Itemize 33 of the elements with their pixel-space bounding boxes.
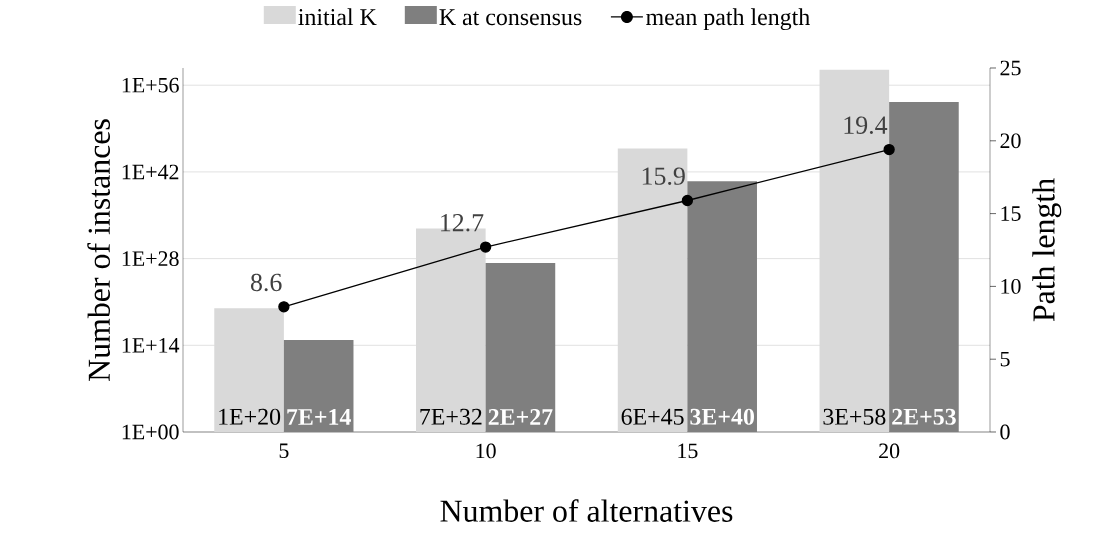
y2-tick-label: 5 <box>1000 351 1010 367</box>
y-tick-label: 1E+42 <box>122 164 179 180</box>
data-label: 2E+27 <box>488 408 553 425</box>
data-label: 7E+32 <box>420 408 482 425</box>
data-label: 8.6 <box>250 273 282 292</box>
x-axis-title: Number of alternatives <box>440 499 733 522</box>
x-tick-label: 5 <box>279 443 289 459</box>
data-label: 3E+58 <box>823 408 886 425</box>
legend-label: mean path length <box>646 8 810 31</box>
data-label: 3E+40 <box>690 408 754 425</box>
data-label: 15.9 <box>642 167 685 185</box>
y-tick-label: 1E+14 <box>122 338 180 353</box>
data-label: 6E+45 <box>621 408 684 425</box>
x-tick-label: 20 <box>879 443 900 459</box>
data-label: 19.4 <box>844 116 888 134</box>
y2-tick-label: 10 <box>1001 279 1021 294</box>
y2-tick-label: 25 <box>1000 60 1021 76</box>
y-tick-label: 1E+00 <box>122 424 179 440</box>
x-tick-label: 15 <box>678 443 698 459</box>
y2-tick-label: 15 <box>1001 206 1021 221</box>
data-label: 12.7 <box>441 214 484 232</box>
y-tick-label: 1E+28 <box>122 251 179 266</box>
legend-label: initial K <box>298 8 377 26</box>
y2-tick-label: 0 <box>1000 424 1010 440</box>
y2-tick-label: 20 <box>1000 133 1021 149</box>
x-tick-label: 10 <box>476 443 496 459</box>
y2-axis-title: Path length <box>1032 178 1062 322</box>
y-tick-label: 1E+56 <box>122 77 179 93</box>
data-label: 7E+14 <box>287 409 351 425</box>
y-axis-title: Number of instances <box>87 119 111 381</box>
data-label: 2E+53 <box>892 408 956 425</box>
data-label: 1E+20 <box>219 408 281 425</box>
legend-label: K at consensus <box>439 9 582 26</box>
